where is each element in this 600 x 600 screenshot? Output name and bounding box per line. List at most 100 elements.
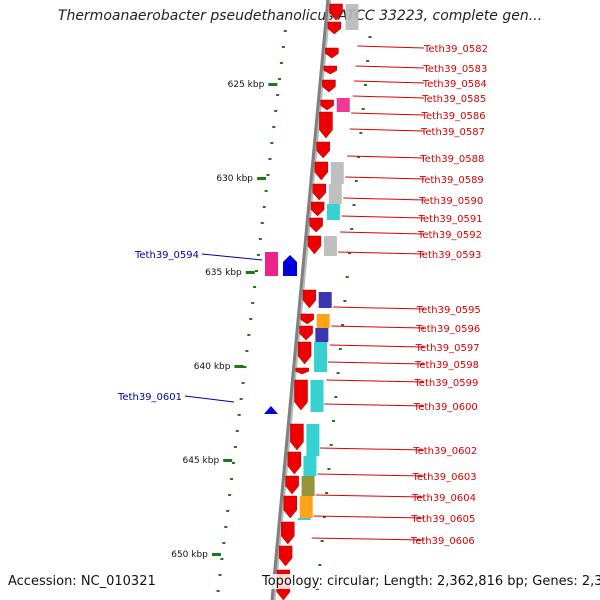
label-leaders [184, 45, 425, 541]
gene-arrow [329, 3, 343, 21]
gene-arrow [297, 341, 312, 365]
kbp-label: 625 kbp [228, 80, 265, 90]
tick-dot [241, 382, 245, 384]
outer-tick-dot [327, 468, 331, 470]
gene-arrow [287, 451, 302, 475]
gene-label: Teth39_0590 [418, 196, 483, 207]
leader-line [341, 215, 425, 219]
tick-dot [230, 478, 234, 480]
gene-label: Teth39_0584 [422, 79, 487, 90]
tick-dot [260, 222, 264, 224]
cog-block [303, 456, 317, 476]
outer-tick-dot [347, 252, 351, 254]
outer-tick-dot [359, 132, 363, 134]
gene-label: Teth39_0589 [419, 175, 484, 186]
leader-line [357, 45, 425, 49]
cog-block [323, 236, 337, 256]
gene-arrow [309, 217, 323, 233]
outer-tick-dot [334, 396, 338, 398]
outer-tick-dot [368, 36, 372, 38]
leader-line [345, 176, 425, 180]
tick-dot [253, 286, 257, 288]
cog-block [316, 314, 330, 328]
outer-tick-dot [354, 180, 358, 182]
gene-arrow [325, 47, 339, 59]
tick-dot [262, 206, 266, 208]
tick-dot [220, 558, 224, 560]
cog-block [326, 204, 340, 220]
kbp-label: 650 kbp [171, 550, 208, 560]
gene-arrow [307, 235, 322, 255]
leader-line [331, 325, 425, 329]
gene-label: Teth39_0591 [418, 214, 483, 225]
tick-dot [266, 174, 270, 176]
outer-tick-dot [338, 348, 342, 350]
leader-line [349, 128, 425, 132]
gene-label: Teth39_0596 [415, 324, 480, 335]
gene-label: Teth39_0603 [412, 472, 477, 483]
accession-text: Accession: NC_010321 [8, 574, 156, 589]
gene-arrow [283, 495, 297, 519]
gene-arrow [314, 161, 329, 181]
leader-line [311, 537, 425, 541]
outer-tick-dot [357, 156, 361, 158]
leader-line [320, 447, 425, 451]
gene-label: Teth39_0599 [413, 378, 478, 389]
kbp-label: 645 kbp [183, 456, 220, 466]
tick-dot [251, 302, 255, 304]
tick-dot [222, 542, 226, 544]
tick-dot [243, 366, 247, 368]
leader-line [327, 361, 425, 365]
gene-label: Teth39_0604 [411, 493, 476, 504]
tick-dot [283, 30, 287, 32]
tick-dot [258, 238, 262, 240]
gene-arrow [312, 183, 326, 201]
gene-label: Teth39_0602 [412, 446, 477, 457]
leader-line [315, 494, 425, 498]
gene-arrow [299, 325, 313, 341]
kbp-tick [223, 459, 233, 462]
outer-tick-dot [350, 228, 354, 230]
tick-dot [247, 334, 251, 336]
leader-line [340, 231, 425, 235]
gene-label: Teth39_0600 [413, 402, 478, 413]
gene-label: Teth39_0606 [410, 536, 475, 547]
gene-label: Teth39_0605 [410, 514, 475, 525]
gene-arrow [302, 289, 317, 309]
tick-dot [278, 78, 282, 80]
tick-dot [279, 62, 283, 64]
outer-tick-dot [318, 564, 322, 566]
cog-block [297, 518, 311, 520]
outer-tick-dot [325, 492, 329, 494]
leader-line [313, 515, 425, 519]
gene-arrow [278, 545, 293, 567]
cog-block [310, 380, 324, 412]
tick-dot [256, 254, 260, 256]
leader-line [351, 112, 425, 116]
gene-arrow [264, 406, 278, 414]
cog-block [265, 252, 278, 276]
tick-dot [270, 142, 274, 144]
gene-arrow [322, 79, 336, 93]
outer-tick-dot [316, 588, 320, 590]
kbp-tick [245, 271, 255, 274]
cog-block [315, 328, 329, 342]
leader-line [352, 95, 425, 99]
kbp-tick [234, 365, 244, 368]
gene-label: Teth39_0583 [422, 64, 487, 75]
kbp-tick [257, 177, 267, 180]
outer-tick-dot [322, 516, 326, 518]
gene-label: Teth39_0597 [415, 343, 480, 354]
tick-dot [268, 158, 272, 160]
outer-tick-dot [352, 204, 356, 206]
leader-line [329, 344, 425, 348]
cog-block [314, 342, 328, 372]
tick-dot [264, 190, 268, 192]
kbp-label: 635 kbp [205, 268, 242, 278]
tick-dot [226, 510, 230, 512]
tick-dot [239, 398, 243, 400]
cog-block [299, 496, 313, 518]
gene-label: Teth39_0595 [416, 305, 481, 316]
gene-arrow [316, 141, 330, 159]
